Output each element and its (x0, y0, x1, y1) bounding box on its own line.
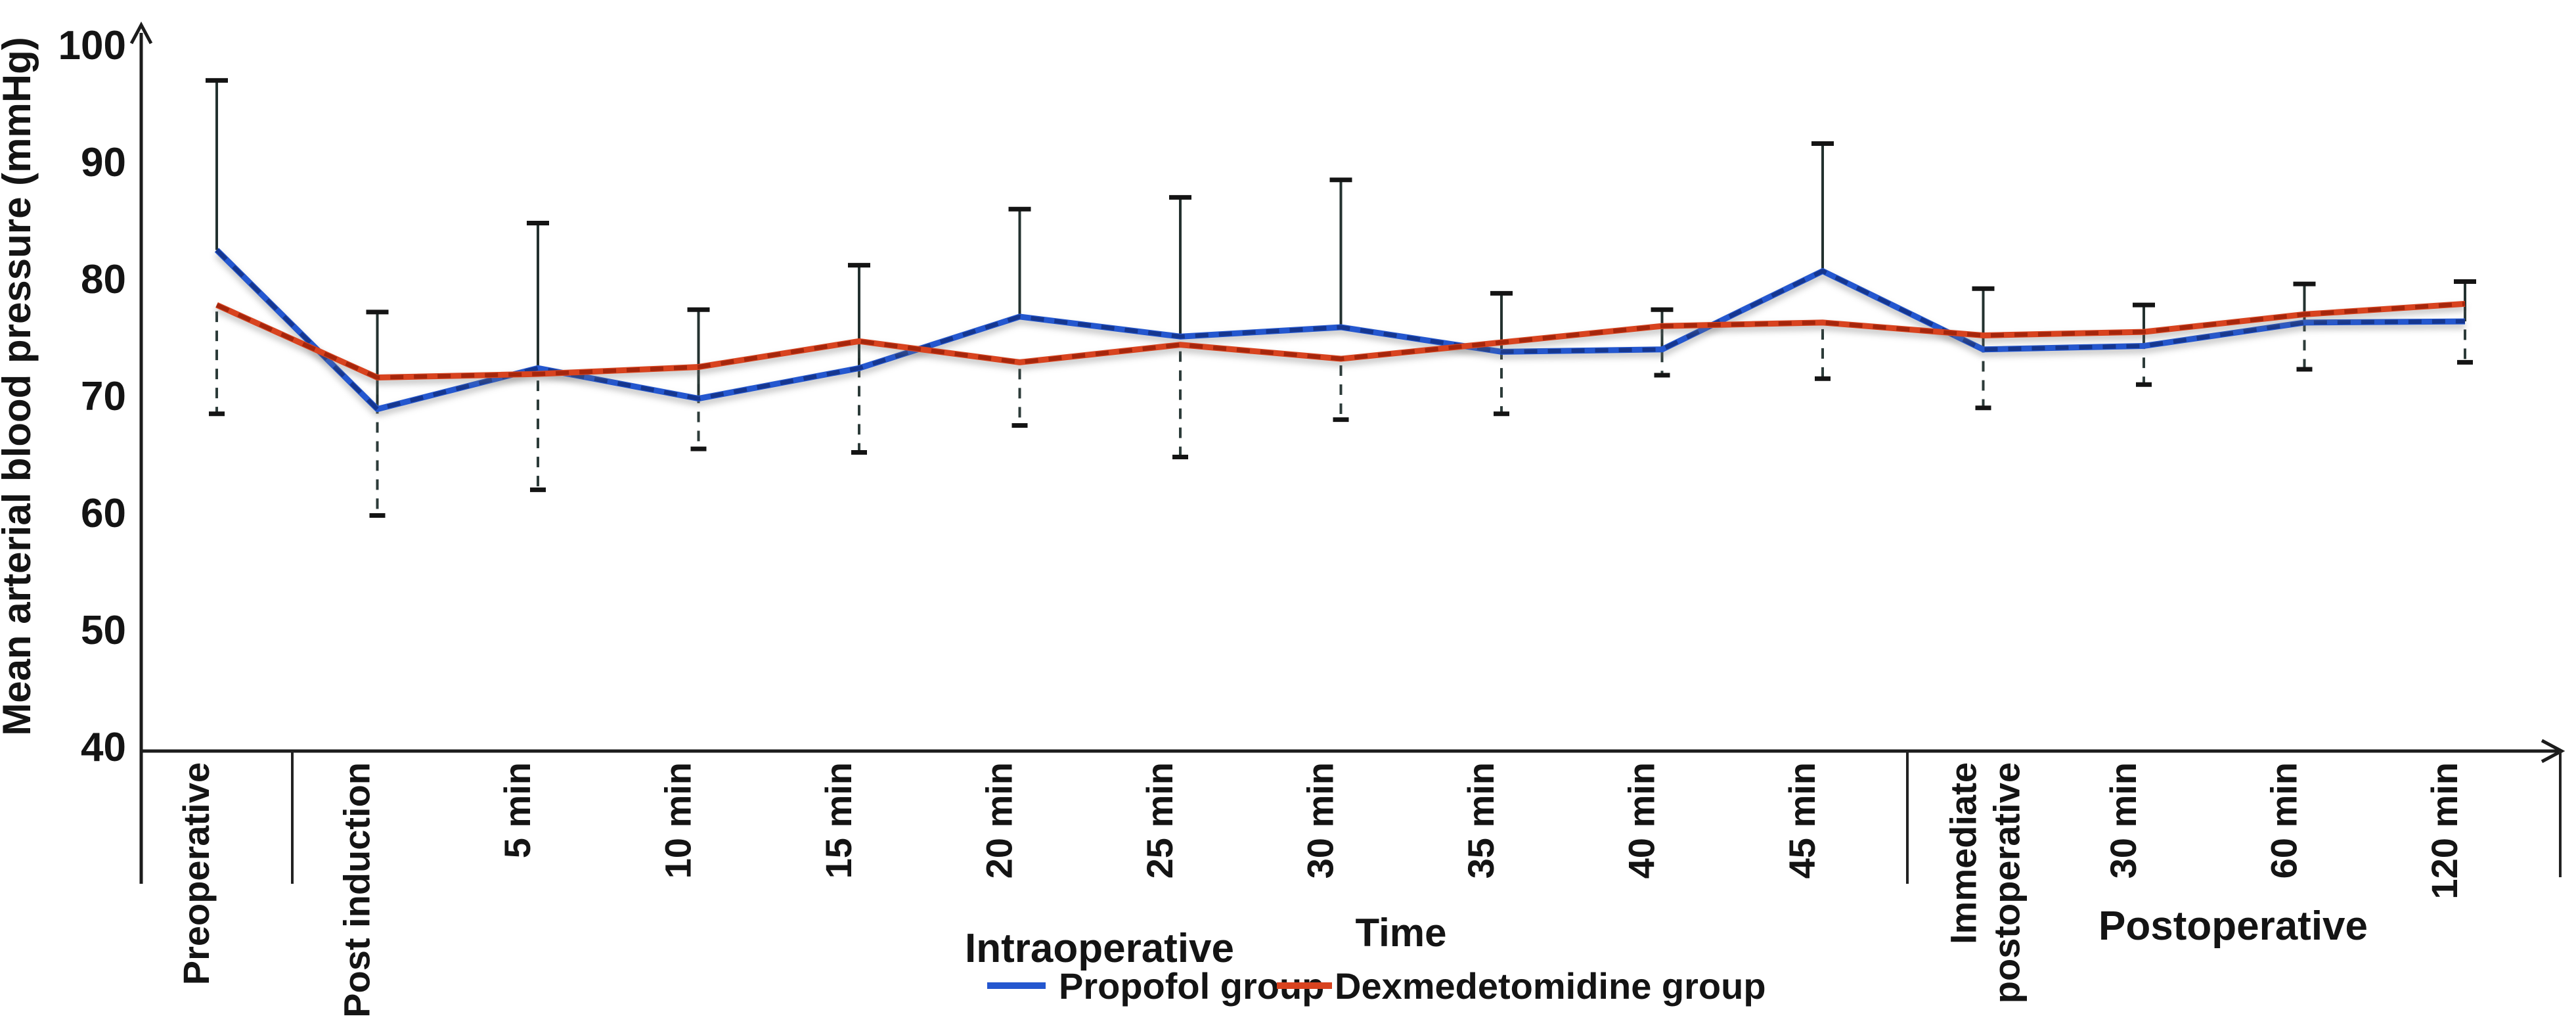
section-label-intraoperative: Intraoperative (965, 926, 1234, 971)
x-axis-title: Time (1356, 911, 1447, 955)
x-category-label: 20 min (979, 762, 1020, 879)
x-category-label: 45 min (1781, 762, 1823, 879)
x-category-label: 40 min (1621, 762, 1662, 879)
y-tick-label: 80 (81, 257, 126, 302)
propofol-line-dash-overlay (215, 248, 2466, 411)
x-category-label: 30 min (1300, 762, 1341, 879)
x-category-label: 10 min (657, 762, 699, 879)
x-category-label: Preoperative (175, 762, 217, 985)
x-category-label: 5 min (497, 762, 538, 858)
error-bars-layer (206, 78, 2476, 518)
x-category-label: 25 min (1139, 762, 1180, 879)
x-category-label: 30 min (2102, 762, 2144, 879)
y-tick-label: 50 (81, 608, 126, 653)
x-category-label: 35 min (1460, 762, 1501, 879)
x-category-label: Immediate (1943, 762, 1984, 944)
legend: Propofol group Dexmedetomidine group (987, 965, 1766, 1007)
x-category-label: Post induction (336, 762, 378, 1018)
y-tick-label: 60 (81, 491, 126, 536)
y-axis-arrow-icon (129, 21, 153, 45)
axes (129, 21, 2565, 884)
dexmedetomidine-line-dash-overlay (215, 302, 2466, 380)
x-category-label: 15 min (818, 762, 859, 879)
y-tick-labels: 40 50 60 70 80 90 100 (58, 23, 126, 770)
y-axis-title: Mean arterial blood pressure (mmHg) (0, 37, 39, 736)
legend-label-dexmedetomidine: Dexmedetomidine group (1335, 965, 1766, 1007)
y-tick-label: 70 (81, 374, 126, 419)
x-category-label: 120 min (2424, 762, 2465, 900)
series-lines-layer (214, 248, 2466, 413)
x-category-label: 60 min (2263, 762, 2305, 879)
y-tick-label: 100 (58, 23, 126, 68)
x-category-labels: Preoperative Post induction 5 min 10 min 15 … (175, 762, 2465, 1018)
section-label-postoperative: Postoperative (2099, 903, 2368, 949)
x-category-label: postoperative (1986, 762, 2028, 1003)
y-tick-label: 90 (81, 140, 126, 185)
y-tick-label: 40 (81, 725, 126, 770)
